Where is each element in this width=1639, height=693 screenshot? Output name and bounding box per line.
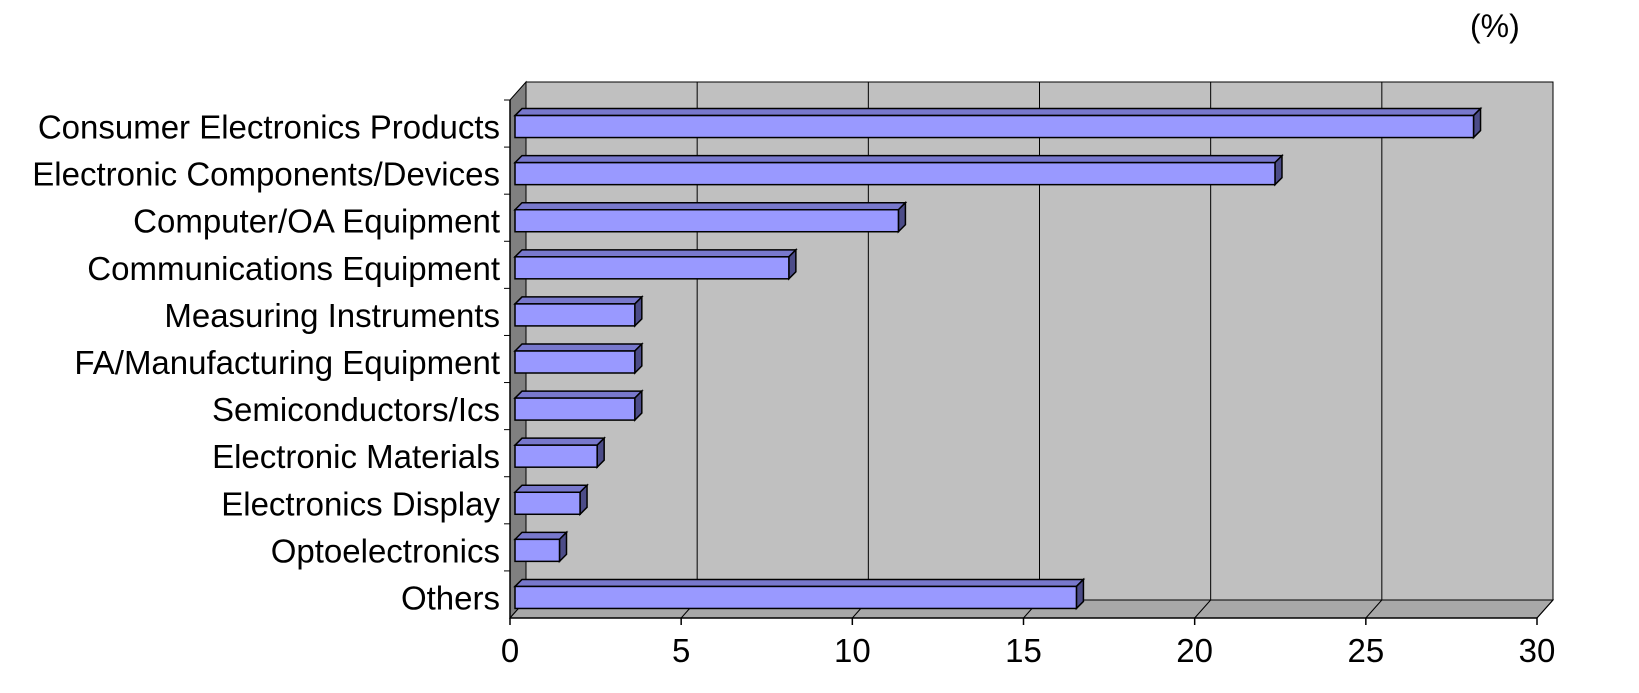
bar-top	[513, 249, 798, 258]
bar-top	[513, 578, 1086, 588]
bar-top	[513, 484, 589, 494]
bar-top	[513, 296, 644, 305]
bar-top	[513, 437, 606, 446]
bar	[514, 161, 1276, 186]
floor-gridline	[1365, 599, 1383, 619]
bar-top	[513, 343, 644, 352]
category-label: Computer/OA Equipment	[133, 203, 500, 240]
bar	[514, 114, 1475, 139]
floor-gridline	[1536, 599, 1554, 619]
x-tick-label: 10	[834, 632, 871, 669]
bar-top	[513, 107, 1483, 117]
category-label: Communications Equipment	[87, 250, 500, 287]
x-tick-label: 0	[501, 632, 519, 669]
unit-label: (%)	[1470, 8, 1520, 44]
bar-top	[513, 201, 908, 211]
category-label: Measuring Instruments	[164, 297, 500, 334]
bar	[514, 256, 790, 280]
x-tick-label: 25	[1347, 632, 1384, 669]
category-label: Optoelectronics	[271, 532, 500, 569]
bar	[514, 585, 1078, 610]
x-tick-label: 5	[672, 632, 690, 669]
bar	[514, 397, 636, 421]
bar	[514, 303, 636, 327]
category-label: Consumer Electronics Products	[38, 109, 500, 146]
category-label: Electronic Components/Devices	[32, 156, 500, 193]
bar	[514, 538, 561, 563]
x-tick-label: 15	[1005, 632, 1042, 669]
category-label: Electronic Materials	[212, 438, 500, 475]
bar	[514, 208, 900, 233]
floor-gridline	[1194, 599, 1212, 619]
bar	[514, 350, 636, 374]
bar	[514, 491, 581, 516]
bar-top	[513, 531, 569, 541]
bar-top	[513, 390, 644, 399]
category-label: Electronics Display	[221, 485, 500, 522]
x-tick-label: 30	[1519, 632, 1556, 669]
category-label: FA/Manufacturing Equipment	[74, 344, 500, 381]
x-tick-label: 20	[1176, 632, 1213, 669]
category-label: Semiconductors/Ics	[212, 391, 500, 428]
category-label: Others	[401, 579, 500, 616]
bar-top	[513, 154, 1284, 164]
bar	[514, 444, 598, 468]
